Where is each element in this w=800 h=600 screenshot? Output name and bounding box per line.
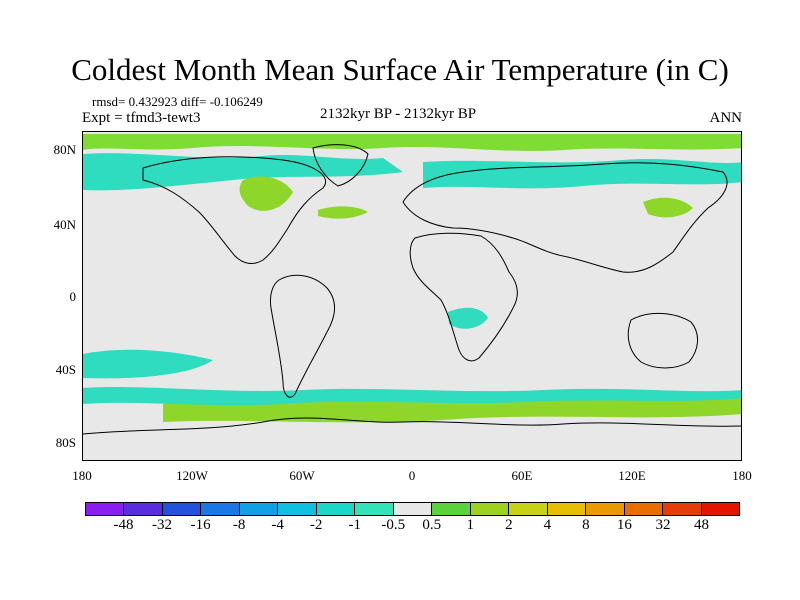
legend-label: 2: [505, 517, 513, 533]
africa-cyan-patch: [448, 307, 488, 329]
legend-swatch: [239, 503, 279, 515]
coastlines: [83, 144, 741, 435]
legend-swatch: [316, 503, 356, 515]
legend-swatch: [701, 503, 739, 515]
legend-label: -1: [348, 517, 361, 533]
lon-tick: 180: [732, 468, 752, 483]
legend-swatch: [586, 503, 625, 515]
canada-green-patch: [239, 176, 293, 211]
north-america-outline: [142, 156, 326, 264]
europe-asia-outline: [402, 162, 728, 273]
legend-label: -4: [271, 517, 284, 533]
lon-tick: 0: [408, 468, 416, 483]
legend-label: 0.5: [422, 517, 442, 533]
legend-swatch: [663, 503, 702, 515]
season-label: ANN: [709, 110, 743, 126]
australia-outline: [627, 312, 698, 369]
eurasia-cyan-band: [423, 159, 741, 189]
legend-label: 16: [616, 517, 632, 533]
lat-tick: 80S: [55, 435, 76, 450]
map-canvas: [83, 134, 741, 435]
africa-outline: [409, 232, 518, 362]
lon-tick: 120W: [176, 468, 208, 483]
experiment-label: Expt = tfmd3-tewt3: [82, 110, 201, 126]
plot-title: Coldest Month Mean Surface Air Temperatu…: [71, 52, 729, 87]
legend-label: -16: [190, 517, 211, 533]
legend-swatch: [624, 503, 664, 515]
legend-label: -48: [113, 517, 134, 533]
lat-tick: 40N: [53, 217, 76, 232]
legend-label: 48: [693, 517, 709, 533]
lat-tick: 0: [69, 289, 77, 304]
antarctica-outline: [83, 417, 741, 435]
legend-label: -32: [152, 517, 173, 533]
legend-label: 32: [655, 517, 671, 533]
legend-swatch: [509, 503, 548, 515]
southern-ocean-cyan-band: [83, 387, 741, 406]
atlantic-green-patch: [318, 206, 368, 219]
world-map: [82, 131, 742, 461]
legend-swatch: [201, 503, 240, 515]
legend-swatch: [278, 503, 317, 515]
color-legend: [85, 502, 740, 516]
legend-swatch: [470, 503, 510, 515]
lat-tick: 40S: [55, 362, 76, 377]
legend-swatch: [432, 503, 471, 515]
legend-swatch: [162, 503, 202, 515]
greenland-outline: [312, 144, 369, 187]
legend-label: 1: [466, 517, 475, 533]
legend-swatch: [355, 503, 394, 515]
lon-tick: 60W: [289, 468, 315, 483]
south-pacific-cyan-band: [83, 349, 213, 379]
south-america-outline: [270, 274, 335, 398]
lon-tick: 120E: [618, 468, 646, 483]
period-label: 2132kyr BP - 2132kyr BP: [320, 106, 477, 122]
legend-label: -0.5: [381, 517, 406, 533]
anomaly-fields: [83, 134, 741, 423]
legend-swatch: [124, 503, 163, 515]
lat-tick: 80N: [53, 142, 76, 157]
arctic-green-band: [83, 134, 741, 151]
stats-text: rmsd= 0.432923 diff= -0.106249: [92, 94, 263, 109]
legend-swatch: [393, 503, 433, 515]
lon-tick: 180: [72, 468, 92, 483]
legend-swatch: [547, 503, 587, 515]
legend-label: 4: [543, 517, 552, 533]
asia-green-patch: [643, 197, 693, 218]
legend-label: -8: [232, 517, 246, 533]
legend-label: -2: [309, 517, 323, 533]
lon-tick: 60E: [511, 468, 533, 483]
legend-label: 8: [582, 517, 590, 533]
legend-swatch: [86, 503, 125, 515]
